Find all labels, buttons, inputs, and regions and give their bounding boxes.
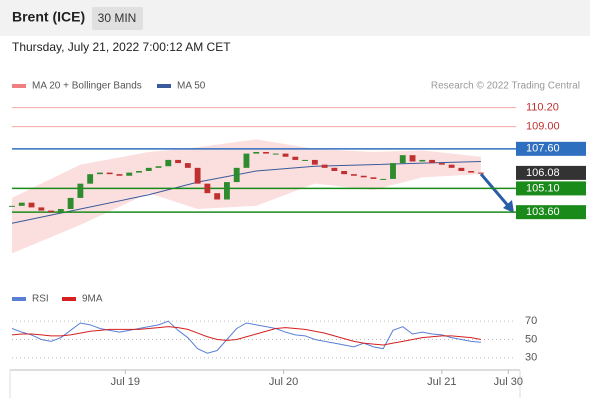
interval: 30 MIN: [98, 11, 137, 25]
credit: Research © 2022 Trading Central: [431, 81, 580, 92]
ma-line: [11, 161, 481, 224]
y-tick-label: 30: [525, 352, 537, 364]
candle: [458, 167, 465, 171]
candle: [67, 197, 74, 209]
candle: [233, 167, 240, 183]
candle: [57, 209, 64, 213]
candle: [429, 159, 436, 164]
title: Brent (ICE): [12, 9, 85, 25]
candle: [448, 164, 455, 168]
candle: [184, 163, 191, 168]
candle: [28, 202, 35, 208]
forecast-arrow: [479, 173, 512, 209]
candle: [468, 171, 475, 173]
candle: [263, 152, 269, 154]
candle: [9, 205, 15, 207]
legend-label: RSI: [32, 294, 49, 305]
candle: [350, 174, 357, 176]
candle: [302, 159, 309, 161]
bollinger-band: [12, 139, 481, 254]
y-tick-label: 50: [525, 333, 537, 345]
candle: [136, 171, 142, 173]
candle: [116, 174, 123, 176]
candle: [282, 153, 289, 157]
level-box: [516, 181, 586, 196]
candle: [272, 153, 279, 155]
legend-label: MA 20 + Bollinger Bands: [32, 81, 142, 92]
level-label: 109.00: [526, 121, 560, 133]
candle: [194, 167, 201, 184]
candle: [477, 172, 484, 174]
candle: [175, 159, 182, 164]
candle: [106, 172, 113, 175]
interval-tag: [92, 7, 143, 30]
candle: [155, 166, 162, 168]
legend-swatch: [12, 297, 26, 301]
legend-swatch: [62, 297, 76, 301]
candle: [214, 193, 221, 200]
level-label: 106.08: [526, 167, 560, 179]
candle: [77, 183, 84, 198]
legend-label: 9MA: [82, 294, 103, 305]
candle: [390, 163, 396, 179]
candle: [243, 153, 250, 168]
x-tick-label: Jul 30: [494, 376, 523, 388]
x-tick-label: Jul 19: [111, 376, 140, 388]
candle: [223, 182, 230, 200]
legend-label: MA 50: [177, 81, 206, 92]
candle: [380, 178, 387, 180]
candle: [96, 172, 103, 175]
candle: [165, 159, 172, 167]
level-label: 103.60: [526, 206, 560, 218]
x-tick-label: Jul 20: [269, 376, 298, 388]
candle: [253, 152, 260, 154]
candle: [292, 156, 299, 160]
level-label: 105.10: [526, 182, 560, 194]
candle: [48, 210, 55, 213]
candle: [370, 177, 377, 179]
forecast-arrow-head: [503, 200, 514, 213]
level-box: [516, 141, 586, 156]
header-bar: [0, 0, 590, 36]
candle: [126, 172, 133, 176]
level-label: 107.60: [526, 143, 560, 155]
level-box: [516, 165, 586, 180]
candle: [419, 159, 426, 162]
level-label: 110.20: [526, 102, 559, 114]
timestamp: Thursday, July 21, 2022 7:00:12 AM CET: [12, 40, 231, 54]
rsi-line: [11, 326, 482, 346]
legend-swatch: [12, 84, 26, 88]
candle: [331, 167, 338, 171]
candle: [204, 183, 211, 194]
y-tick-label: 70: [525, 315, 537, 327]
candle: [18, 202, 25, 206]
candle: [38, 207, 45, 211]
candle: [399, 155, 406, 164]
candle: [360, 175, 367, 178]
candle: [321, 164, 328, 168]
candle: [409, 155, 416, 162]
legend-swatch: [157, 84, 171, 88]
x-tick-label: Jul 21: [427, 376, 456, 388]
candle: [341, 171, 348, 175]
rsi-line: [11, 320, 481, 354]
candle: [87, 174, 94, 184]
candle: [438, 163, 445, 165]
candle: [145, 167, 152, 171]
candle: [311, 159, 318, 165]
level-box: [516, 205, 586, 220]
